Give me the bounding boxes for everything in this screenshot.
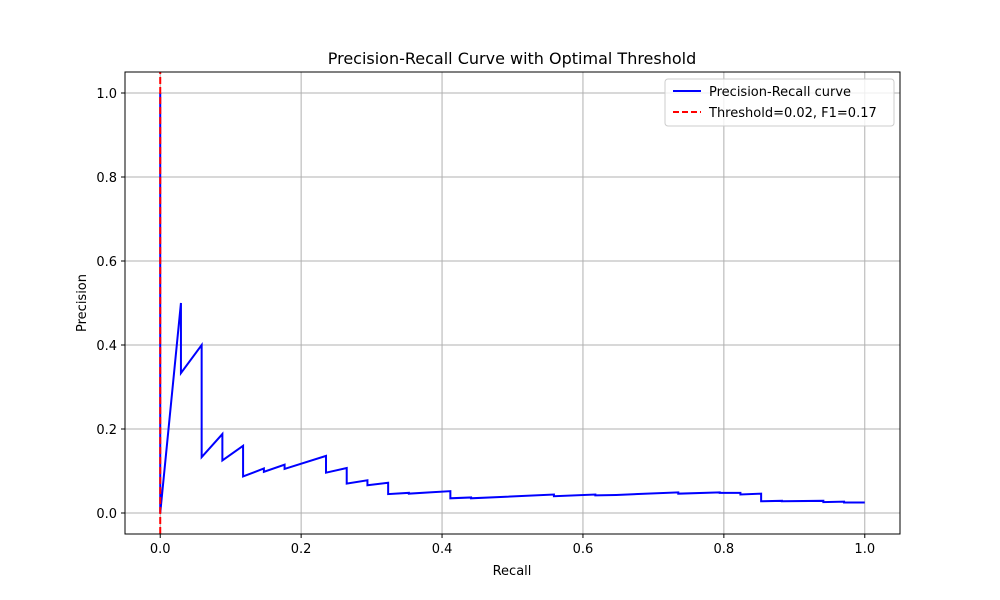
grid-layer — [125, 72, 900, 534]
legend-label-threshold: Threshold=0.02, F1=0.17 — [708, 106, 877, 121]
x-tick-label: 0.4 — [432, 542, 453, 557]
x-tick-label: 1.0 — [854, 542, 875, 557]
y-tick-label: 0.8 — [96, 171, 117, 186]
y-tick-label: 0.4 — [96, 339, 117, 354]
legend: Precision-Recall curve Threshold=0.02, F… — [664, 78, 895, 127]
x-tick-label: 0.6 — [573, 542, 594, 557]
legend-box — [664, 78, 895, 127]
y-tick-label: 0.0 — [96, 507, 117, 522]
pr-curve-line — [159, 93, 865, 514]
y-tick-label: 1.0 — [96, 87, 117, 102]
x-tick-label: 0.8 — [714, 542, 735, 557]
series-layer — [159, 72, 865, 534]
chart-title: Precision-Recall Curve with Optimal Thre… — [328, 49, 697, 68]
y-tick-label: 0.2 — [96, 423, 117, 438]
x-tick-label: 0.0 — [150, 542, 171, 557]
x-tick-label: 0.2 — [291, 542, 312, 557]
plot-frame — [124, 71, 901, 535]
legend-label-pr-curve: Precision-Recall curve — [709, 85, 851, 100]
y-axis-label: Precision — [75, 274, 90, 332]
y-tick-label: 0.6 — [96, 255, 117, 270]
x-axis-label: Recall — [493, 564, 532, 579]
tick-layer: 0.0 0.2 0.4 0.6 0.8 1.0 0.0 0.2 0.4 0.6 0.8 1.0 — [96, 87, 875, 557]
